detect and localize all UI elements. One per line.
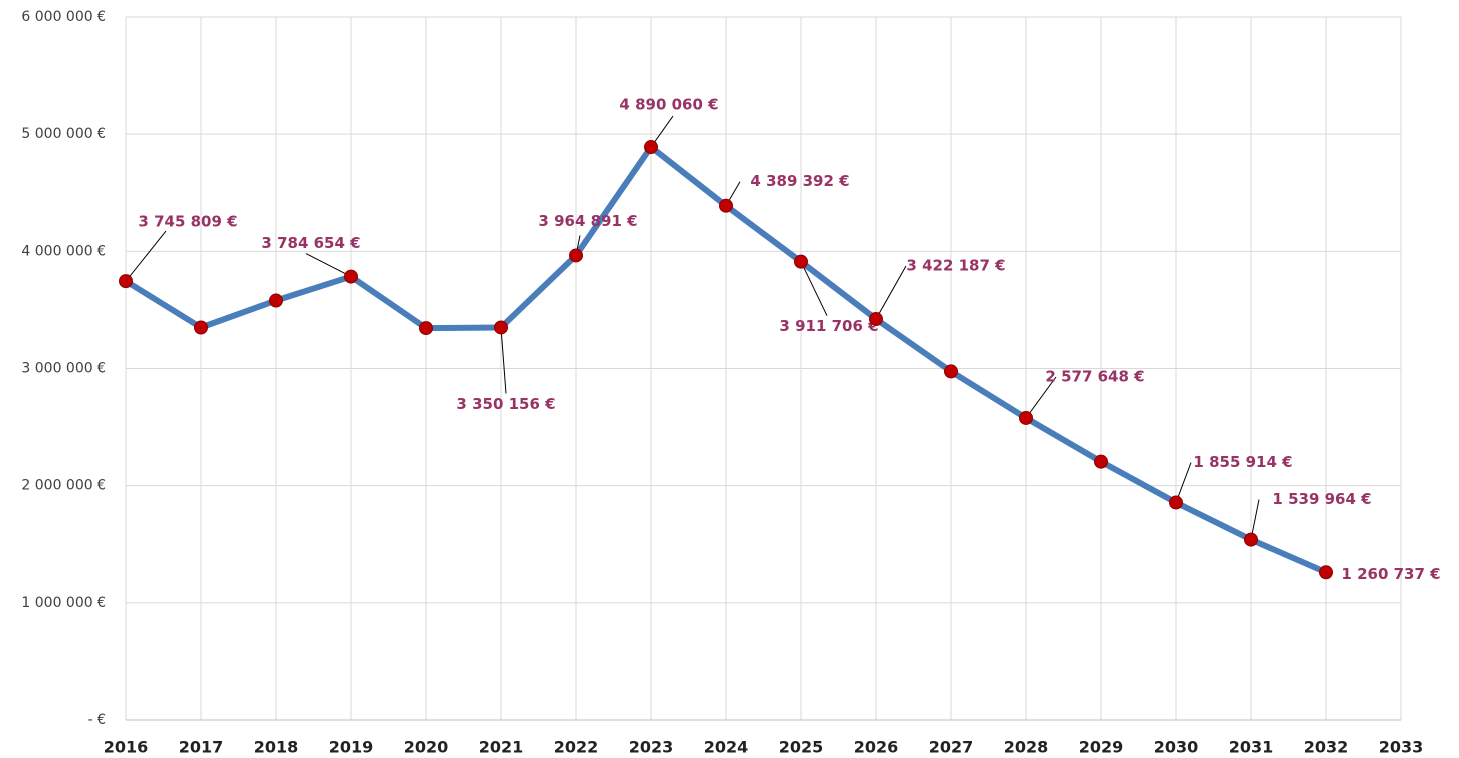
data-label: 4 389 392 € xyxy=(750,172,849,190)
marker xyxy=(644,140,658,155)
data-label: 3 964 891 € xyxy=(538,212,637,230)
x-tick-label: 2024 xyxy=(704,738,749,757)
marker xyxy=(1019,410,1033,425)
leader-line xyxy=(1175,462,1192,503)
marker xyxy=(1244,532,1258,547)
data-label: 3 784 654 € xyxy=(261,234,360,252)
data-label: 1 260 737 € xyxy=(1341,565,1440,583)
marker xyxy=(1094,454,1108,469)
marker xyxy=(269,293,283,308)
marker xyxy=(719,198,733,213)
x-tick-label: 2030 xyxy=(1154,738,1199,757)
data-label: 1 855 914 € xyxy=(1193,453,1292,471)
y-tick-label: 1 000 000 € xyxy=(21,595,106,611)
x-tick-label: 2033 xyxy=(1379,738,1424,757)
marker xyxy=(194,320,208,335)
leader-line xyxy=(500,327,507,394)
y-tick-label: 5 000 000 € xyxy=(21,126,106,142)
marker xyxy=(344,269,358,284)
leader-line xyxy=(875,265,907,320)
x-tick-label: 2029 xyxy=(1079,738,1124,757)
marker xyxy=(944,364,958,379)
y-tick-label: 2 000 000 € xyxy=(21,478,106,494)
x-tick-label: 2022 xyxy=(554,738,599,757)
x-tick-label: 2020 xyxy=(404,738,449,757)
data-label: 3 350 156 € xyxy=(456,395,555,413)
y-tick-label: 3 000 000 € xyxy=(21,361,106,377)
leader-line xyxy=(800,261,828,316)
x-tick-label: 2032 xyxy=(1304,738,1349,757)
y-tick-label: 4 000 000 € xyxy=(21,243,106,259)
x-tick-label: 2021 xyxy=(479,738,524,757)
x-tick-label: 2023 xyxy=(629,738,674,757)
data-label: 1 539 964 € xyxy=(1272,490,1371,508)
y-tick-label: 6 000 000 € xyxy=(21,9,106,25)
marker xyxy=(1169,495,1183,510)
data-label: 3 911 706 € xyxy=(779,317,878,335)
x-tick-label: 2017 xyxy=(179,738,224,757)
x-tick-label: 2027 xyxy=(929,738,974,757)
marker xyxy=(869,312,883,327)
x-tick-label: 2016 xyxy=(104,738,149,757)
marker xyxy=(494,320,508,335)
x-tick-label: 2019 xyxy=(329,738,374,757)
data-label: 4 890 060 € xyxy=(619,96,718,114)
x-tick-label: 2018 xyxy=(254,738,299,757)
x-tick-label: 2025 xyxy=(779,738,824,757)
data-label: 3 422 187 € xyxy=(906,257,1005,275)
marker xyxy=(419,321,433,336)
leader-line xyxy=(305,253,352,278)
marker xyxy=(1319,565,1333,580)
x-tick-label: 2026 xyxy=(854,738,899,757)
leader-line xyxy=(1025,376,1057,419)
marker xyxy=(119,274,133,289)
x-tick-label: 2028 xyxy=(1004,738,1049,757)
y-tick-label: - € xyxy=(88,712,106,728)
leader-line xyxy=(125,230,167,282)
x-tick-label: 2031 xyxy=(1229,738,1274,757)
marker xyxy=(794,254,808,269)
data-label: 3 745 809 € xyxy=(138,213,237,231)
marker xyxy=(569,248,583,263)
data-label: 2 577 648 € xyxy=(1045,367,1144,385)
